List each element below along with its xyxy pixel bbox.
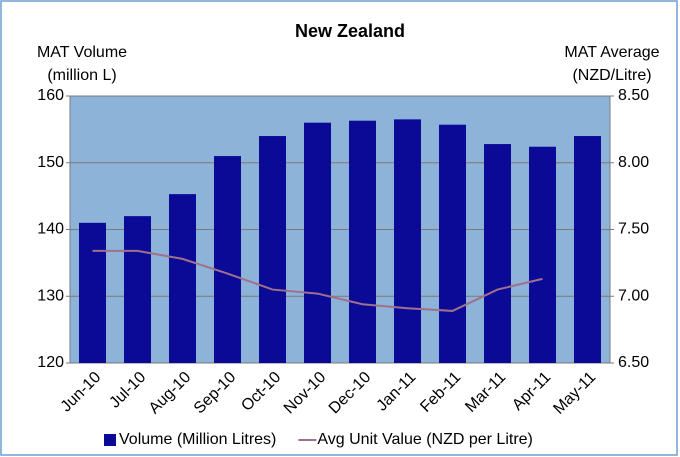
y2-axis-label: MAT Average	[564, 44, 659, 61]
chart-title: New Zealand	[295, 21, 405, 41]
bar	[79, 222, 106, 363]
bar	[349, 120, 376, 363]
bar	[259, 136, 286, 363]
y2-tick-label: 7.50	[618, 221, 649, 238]
bar	[394, 119, 421, 363]
bar	[439, 124, 466, 363]
legend-label: Volume (Million Litres)	[119, 431, 276, 448]
bar	[484, 144, 511, 363]
bar	[214, 156, 241, 363]
y-tick-label: 150	[37, 154, 64, 171]
bar	[169, 194, 196, 363]
y2-tick-label: 7.00	[618, 287, 649, 304]
line	[92, 249, 543, 312]
y2-tick-label: 6.50	[618, 354, 649, 371]
y-tick-label: 120	[37, 354, 64, 371]
legend-label: Avg Unit Value (NZD per Litre)	[317, 431, 532, 448]
y-axis-label: MAT Volume	[37, 44, 127, 61]
y-tick-label: 140	[37, 221, 64, 238]
y2-tick-label: 8.50	[618, 87, 649, 104]
bar	[304, 122, 331, 363]
y2-axis-label: (NZD/Litre)	[572, 67, 651, 84]
y2-tick-label: 8.00	[618, 154, 649, 171]
y-axis-label: (million L)	[47, 67, 116, 84]
y-tick-label: 130	[37, 287, 64, 304]
bar	[124, 216, 151, 363]
y-tick-label: 160	[37, 87, 64, 104]
bar	[529, 146, 556, 363]
legend-swatch	[104, 434, 116, 446]
bar	[574, 136, 601, 363]
